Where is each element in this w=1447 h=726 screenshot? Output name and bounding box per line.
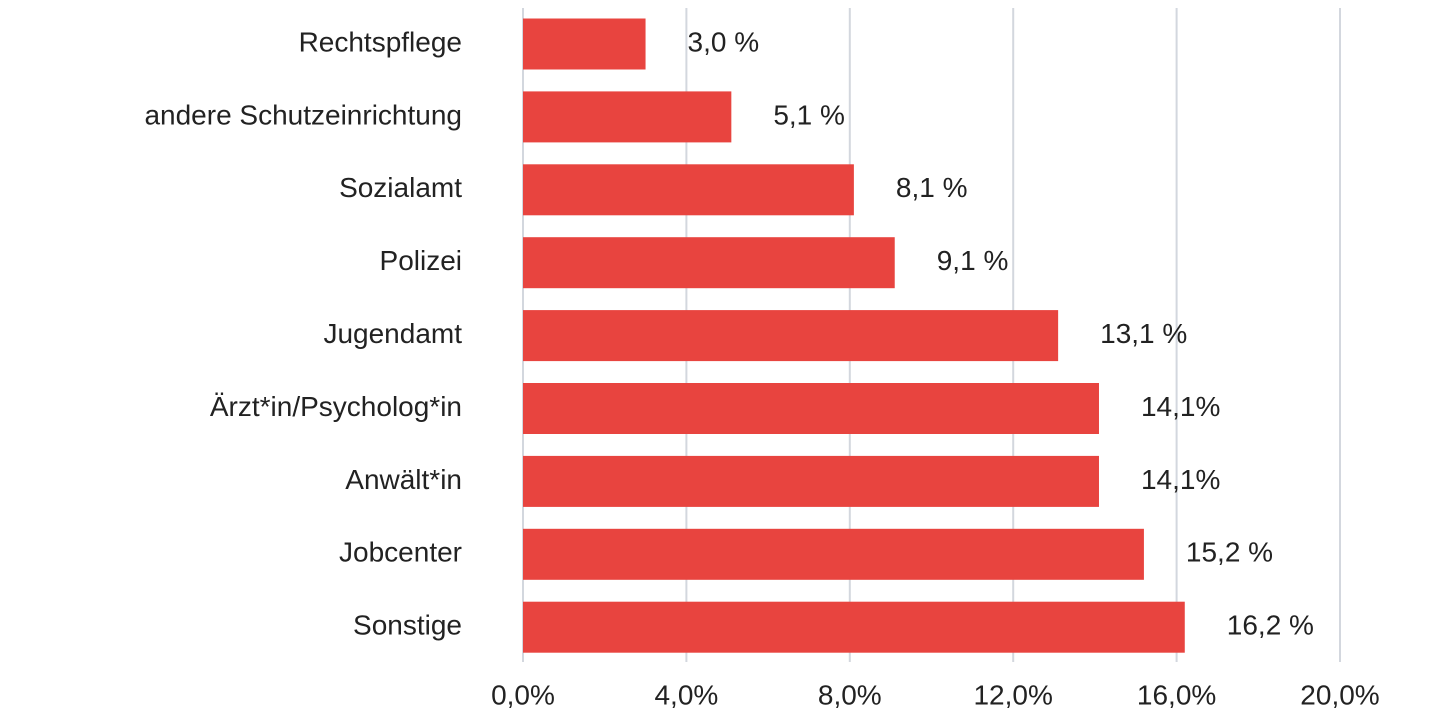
value-label: 14,1%: [1141, 391, 1220, 422]
bar: [523, 455, 1099, 507]
x-tick-label: 0,0%: [491, 679, 555, 710]
value-label: 9,1 %: [937, 245, 1009, 276]
y-tick-label: Jugendamt: [323, 318, 462, 349]
value-label: 15,2 %: [1186, 537, 1273, 568]
y-tick-label: Sonstige: [353, 610, 462, 641]
value-label: 5,1 %: [773, 99, 845, 130]
value-label: 13,1 %: [1100, 318, 1187, 349]
bar: [523, 91, 732, 143]
y-tick-label: Anwält*in: [345, 464, 462, 495]
y-tick-label: Rechtspflege: [299, 26, 462, 57]
value-label: 3,0 %: [688, 26, 760, 57]
y-tick-label: andere Schutzeinrichtung: [144, 99, 462, 130]
value-label: 16,2 %: [1227, 610, 1314, 641]
bar: [523, 383, 1099, 434]
value-label: 8,1 %: [896, 172, 968, 203]
y-tick-label: Polizei: [380, 245, 462, 276]
value-label: 14,1%: [1141, 464, 1220, 495]
y-tick-label: Sozialamt: [339, 172, 462, 203]
bar: [523, 18, 646, 70]
x-tick-label: 16,0%: [1137, 679, 1216, 710]
x-tick-label: 20,0%: [1300, 679, 1379, 710]
y-tick-label: Jobcenter: [339, 537, 462, 568]
bar: [523, 310, 1059, 362]
x-tick-label: 8,0%: [818, 679, 882, 710]
y-tick-label: Ärzt*in/Psycholog*in: [210, 391, 462, 422]
x-tick-label: 12,0%: [973, 679, 1052, 710]
bar: [523, 237, 895, 289]
bar: [523, 164, 854, 216]
x-tick-label: 4,0%: [654, 679, 718, 710]
bar: [523, 601, 1185, 653]
bar: [523, 528, 1144, 580]
